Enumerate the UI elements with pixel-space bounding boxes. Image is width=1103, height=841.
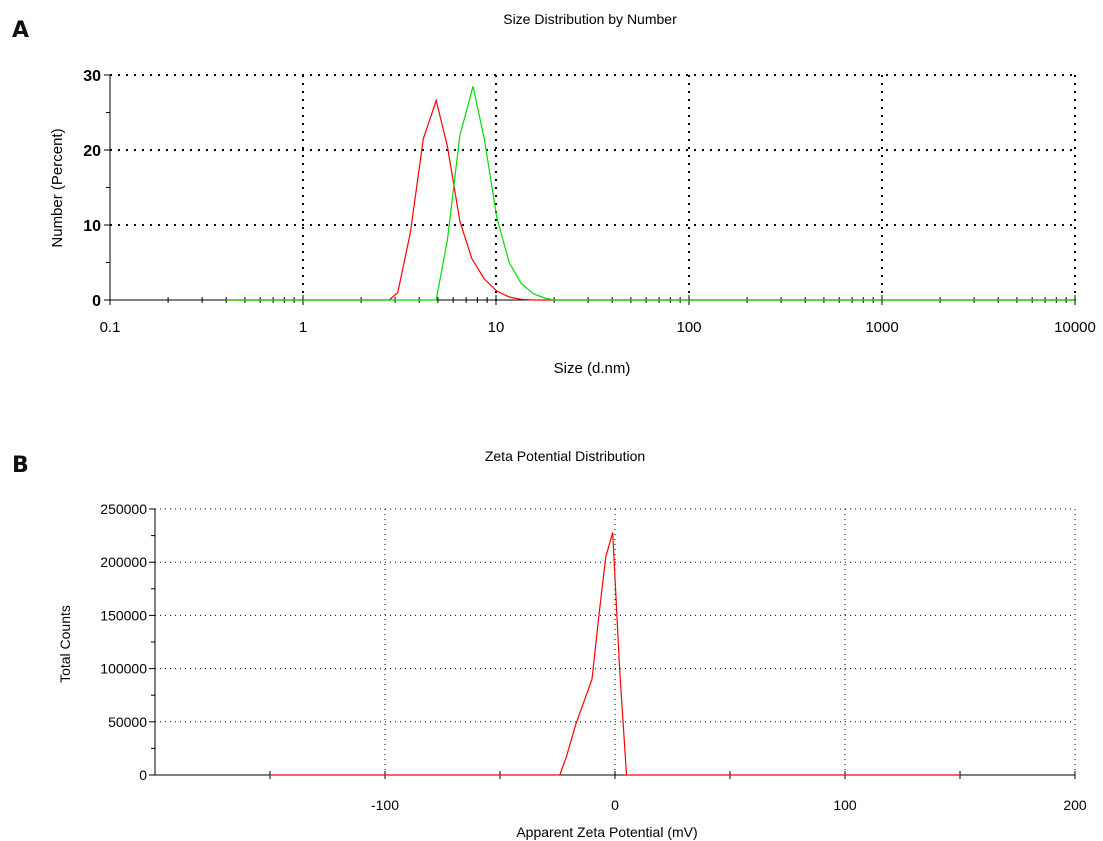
zeta-potential-chart: Zeta Potential Distribution -100 0 100 200 0 5… <box>57 448 1087 840</box>
chart-a-x-tick-label: 1000 <box>865 319 898 336</box>
chart-b-x-axis-label: Apparent Zeta Potential (mV) <box>516 824 697 840</box>
panel-label-b: B <box>12 453 29 478</box>
chart-a-y-tick-label: 30 <box>83 68 101 85</box>
chart-a-x-tick-label: 10 <box>488 319 505 336</box>
chart-a-x-axis-label: Size (d.nm) <box>554 360 631 377</box>
chart-b-title: Zeta Potential Distribution <box>485 448 645 464</box>
chart-a-series-line-1 <box>226 86 1075 301</box>
chart-b-y-tick-label: 250000 <box>100 501 147 517</box>
chart-b-x-tick-label: 100 <box>833 797 857 813</box>
chart-a-series-line-0 <box>226 98 1075 301</box>
chart-a-title: Size Distribution by Number <box>503 11 677 27</box>
chart-b-y-tick-label: 50000 <box>108 714 147 730</box>
chart-a-y-axis-label: Number (Percent) <box>49 128 66 247</box>
chart-a-x-tick-label: 10000 <box>1054 319 1096 336</box>
chart-b-y-tick-label: 100000 <box>100 661 147 677</box>
chart-b-x-tick-label: -100 <box>371 797 399 813</box>
chart-a-x-tick-label: 100 <box>676 319 701 336</box>
chart-b-y-tick-label: 150000 <box>100 607 147 623</box>
chart-a-y-tick-label: 10 <box>83 218 101 235</box>
chart-b-y-tick-label: 0 <box>139 767 147 783</box>
chart-a-y-tick-label: 20 <box>83 143 101 160</box>
chart-a-x-tick-label: 0.1 <box>100 319 121 336</box>
chart-b-x-tick-label: 0 <box>611 797 619 813</box>
chart-b-series-line-0 <box>270 532 960 776</box>
chart-b-y-tick-label: 200000 <box>100 554 147 570</box>
chart-a-y-tick-label: 0 <box>92 293 101 310</box>
chart-b-x-tick-label: 200 <box>1063 797 1087 813</box>
panel-label-a: A <box>12 18 30 43</box>
chart-a-x-tick-label: 1 <box>299 319 307 336</box>
chart-b-y-axis-label: Total Counts <box>57 605 73 683</box>
